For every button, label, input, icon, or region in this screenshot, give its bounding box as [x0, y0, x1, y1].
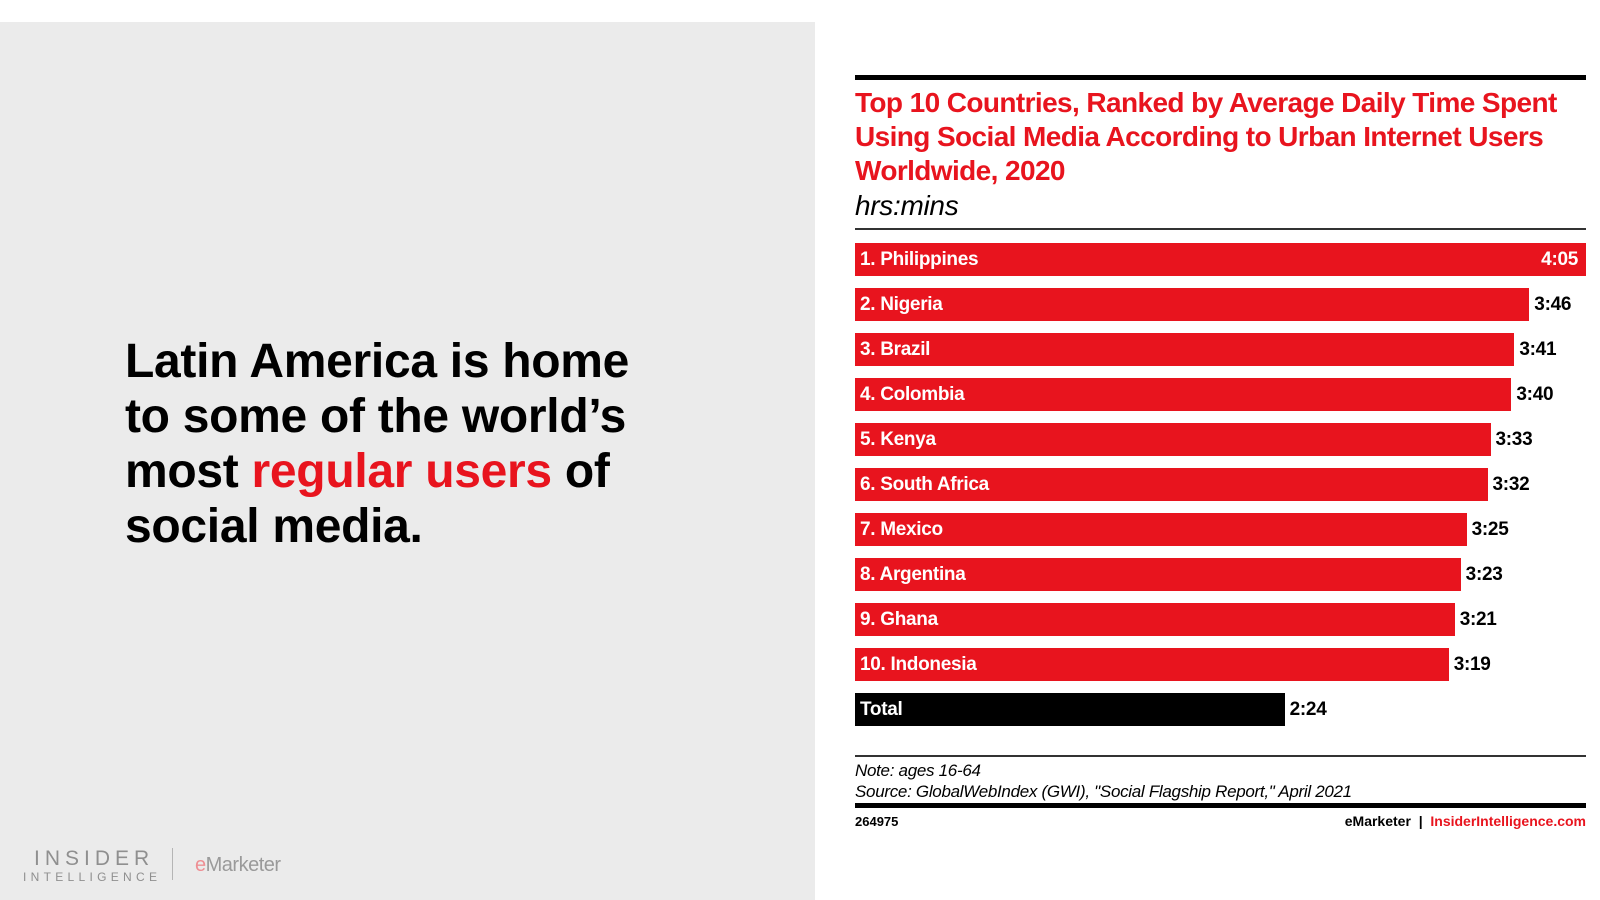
- bar-label: 1. Philippines: [860, 249, 979, 270]
- bar: 2. Nigeria: [855, 288, 1530, 321]
- bar: 9. Ghana: [855, 603, 1455, 636]
- value-label: 3:46: [1534, 294, 1572, 315]
- logo-line1: INSIDER: [34, 847, 155, 870]
- value-label: 3:23: [1465, 564, 1503, 585]
- bottom-rule: [855, 803, 1586, 808]
- emarketer-logo: eMarketer: [195, 854, 281, 877]
- chart-id: 264975: [855, 814, 899, 829]
- bar-label: 6. South Africa: [860, 474, 989, 495]
- chart-title: Top 10 Countries, Ranked by Average Dail…: [855, 87, 1557, 186]
- bar-label: 8. Argentina: [860, 564, 966, 585]
- chart-source: Source: GlobalWebIndex (GWI), "Social Fl…: [855, 782, 1352, 801]
- left-panel: Latin America is home to some of the wor…: [0, 22, 815, 900]
- bar-label: 9. Ghana: [860, 609, 938, 630]
- value-label: 2:24: [1289, 699, 1327, 720]
- headline: Latin America is home to some of the wor…: [125, 334, 685, 554]
- value-label: 3:33: [1495, 429, 1533, 450]
- logo-line2: INTELLIGENCE: [23, 870, 162, 884]
- logo-marketer: Marketer: [205, 854, 281, 876]
- headline-text-end: of social media.: [125, 445, 610, 553]
- chart-subtitle: hrs:mins: [855, 190, 959, 221]
- bar-label: 4. Colombia: [860, 384, 965, 405]
- bar: 7. Mexico: [855, 513, 1467, 546]
- bar: 5. Kenya: [855, 423, 1491, 456]
- bar-label: Total: [860, 699, 903, 720]
- bar-label: 3. Brazil: [860, 339, 931, 360]
- insider-intelligence-logo: INSIDER INTELLIGENCE: [23, 847, 162, 885]
- value-label: 3:40: [1516, 384, 1554, 405]
- chart-note: Note: ages 16-64: [855, 761, 981, 780]
- value-label: 3:21: [1459, 609, 1497, 630]
- value-label: 4:05: [1541, 249, 1578, 270]
- bar: 4. Colombia: [855, 378, 1512, 411]
- bar-label: 7. Mexico: [860, 519, 943, 540]
- header-rule: [855, 228, 1586, 230]
- headline-text: Latin America is home to some of the wor…: [125, 335, 630, 498]
- top-rule: [855, 75, 1586, 80]
- value-label: 3:32: [1492, 474, 1530, 495]
- logo-divider: [172, 848, 173, 880]
- bar-label: 10. Indonesia: [860, 654, 977, 675]
- bar: 3. Brazil: [855, 333, 1515, 366]
- credit: eMarketer | InsiderIntelligence.com: [1345, 813, 1586, 829]
- bar: 10. Indonesia: [855, 648, 1449, 681]
- bar: 6. South Africa: [855, 468, 1488, 501]
- credit-site[interactable]: InsiderIntelligence.com: [1430, 813, 1586, 829]
- credit-brand: eMarketer: [1344, 813, 1411, 829]
- chart-notes: Note: ages 16-64 Source: GlobalWebIndex …: [855, 760, 1352, 802]
- bar: Total: [855, 693, 1285, 726]
- bar: 1. Philippines: [855, 243, 1586, 276]
- credit-separator: |: [1418, 813, 1423, 829]
- bar-label: 5. Kenya: [860, 429, 936, 450]
- logo-e: e: [195, 854, 206, 876]
- value-label: 3:25: [1471, 519, 1509, 540]
- headline-highlight: regular users: [251, 445, 553, 498]
- value-label: 3:41: [1519, 339, 1557, 360]
- value-label: 3:19: [1453, 654, 1491, 675]
- bar-label: 2. Nigeria: [860, 294, 943, 315]
- bar: 8. Argentina: [855, 558, 1461, 591]
- footer-rule: [855, 755, 1586, 757]
